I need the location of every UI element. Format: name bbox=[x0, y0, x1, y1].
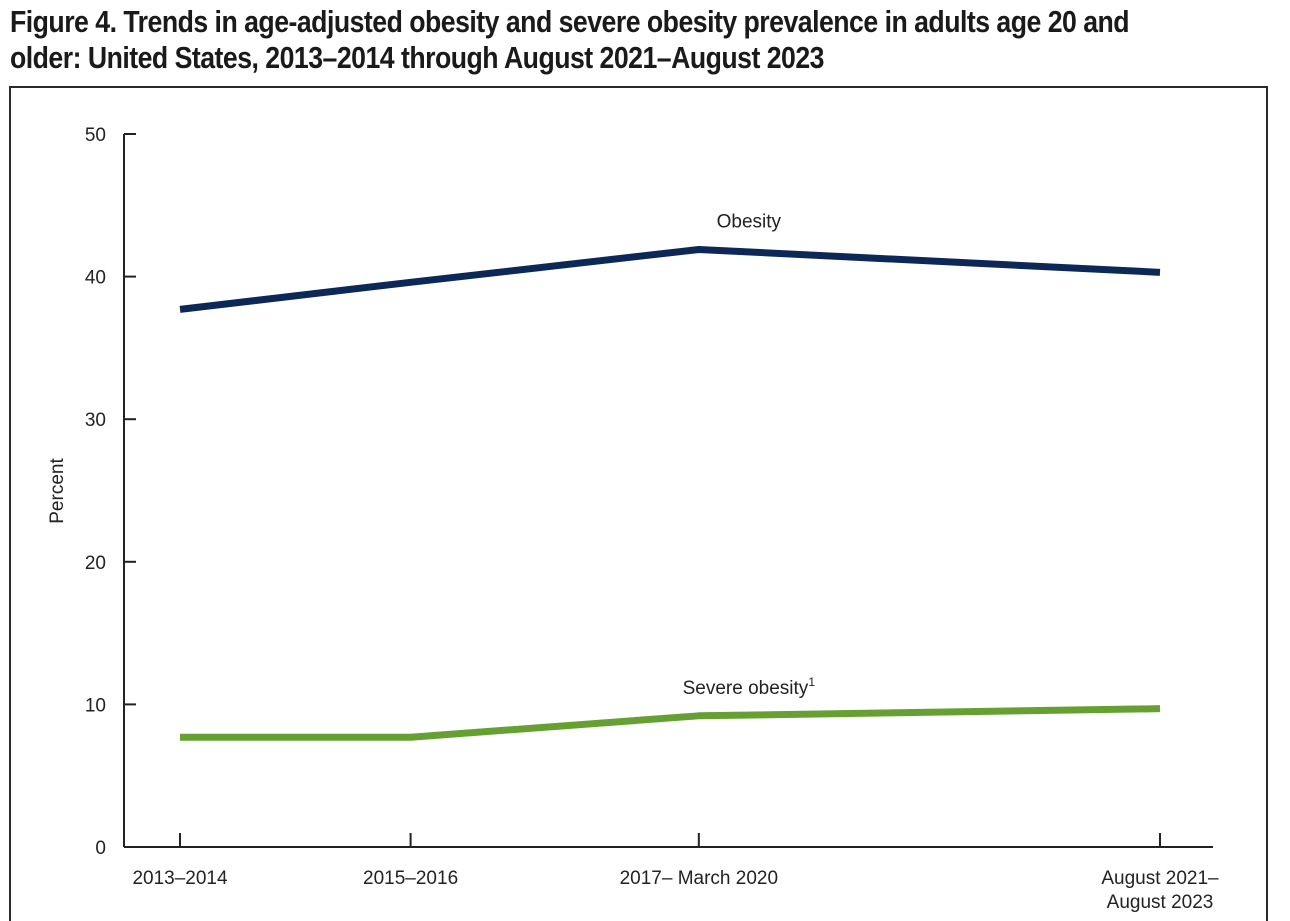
chart-title-line-2: older: United States, 2013–2014 through … bbox=[10, 40, 824, 75]
series-line-severe-obesity bbox=[180, 705, 1161, 741]
chart-series bbox=[179, 246, 1161, 741]
y-axis-label: Percent bbox=[47, 458, 68, 524]
series-label-text: Severe obesity bbox=[683, 678, 809, 699]
x-tick-label: 2013–2014 bbox=[132, 868, 228, 889]
x-tick-label-line: August 2023 bbox=[1107, 892, 1214, 913]
x-tick-label: 2015–2016 bbox=[363, 868, 458, 889]
y-tick-label: 10 bbox=[85, 695, 106, 716]
series-line-obesity bbox=[179, 246, 1161, 313]
series-label-superscript: 1 bbox=[808, 675, 815, 689]
y-tick-label: 40 bbox=[85, 268, 106, 289]
x-tick-label-line: 2015–2016 bbox=[363, 868, 458, 889]
chart-axes: 0 10 20 30 40 50 Percent 2013–2014 2015–2016 2017… bbox=[47, 125, 1219, 913]
chart-title-line-1: Figure 4. Trends in age-adjusted obesity… bbox=[10, 4, 1130, 39]
series-label-obesity: Obesity bbox=[717, 212, 782, 233]
y-tick-label: 0 bbox=[95, 838, 106, 859]
y-tick-label: 50 bbox=[85, 125, 106, 146]
chart-frame bbox=[9, 86, 1268, 921]
x-tick-label-line: 2017– March 2020 bbox=[620, 868, 778, 889]
y-tick-label: 20 bbox=[85, 553, 106, 574]
x-tick-label-line: 2013–2014 bbox=[132, 868, 228, 889]
chart-labels: Obesity Severe obesity1 bbox=[683, 212, 816, 699]
x-tick-label-line: August 2021– bbox=[1101, 868, 1219, 889]
x-tick-label: August 2021– August 2023 bbox=[1101, 868, 1219, 913]
series-label-text: Obesity bbox=[717, 212, 782, 233]
series-label-severe-obesity: Severe obesity1 bbox=[683, 675, 816, 699]
y-tick-label: 30 bbox=[85, 410, 106, 431]
chart-title: Figure 4. Trends in age-adjusted obesity… bbox=[10, 4, 1130, 76]
x-tick-label: 2017– March 2020 bbox=[620, 868, 778, 889]
